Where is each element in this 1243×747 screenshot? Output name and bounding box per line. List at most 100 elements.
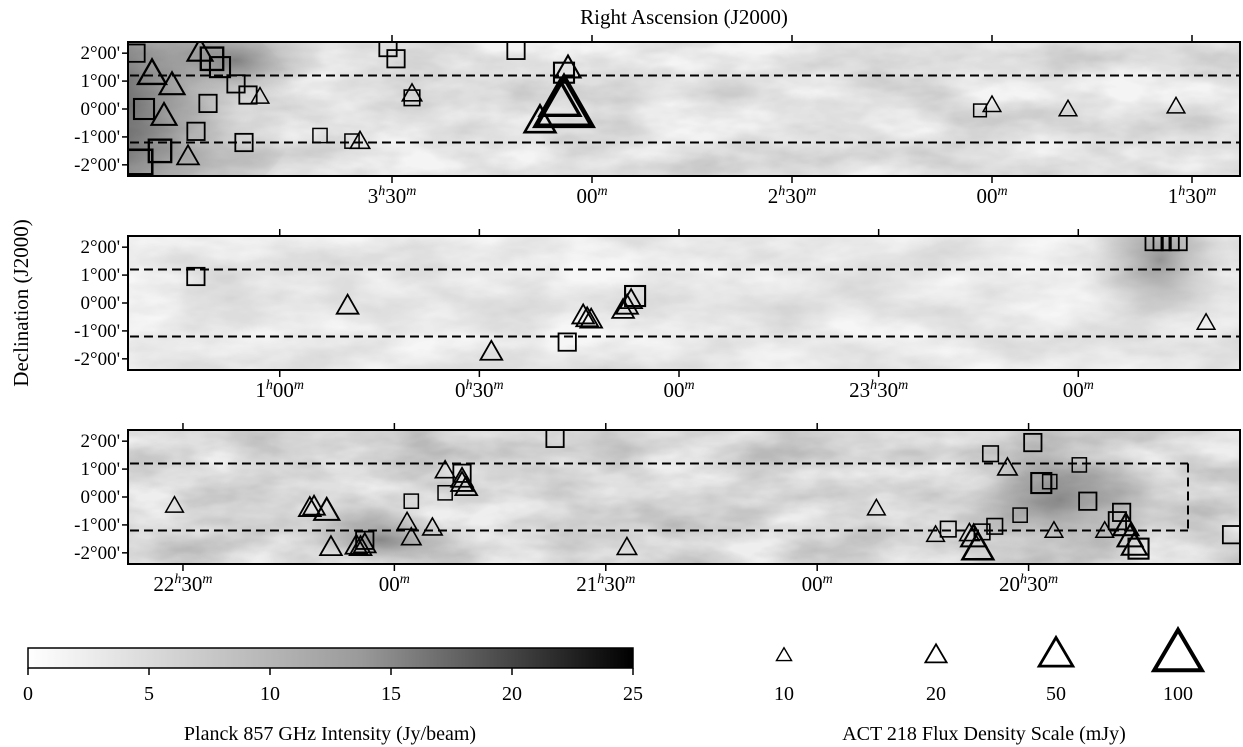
source-marker-triangle [960,529,996,561]
source-marker-triangle [1111,511,1141,537]
source-marker-square [1168,236,1188,252]
source-marker-square [208,56,232,79]
source-marker-square [1012,507,1028,523]
source-marker-square [234,132,254,153]
source-marker-triangle [1057,98,1079,117]
dec-tick-label: -1°00' [74,321,120,342]
size-scale-triangle [1036,634,1076,668]
dec-tick-label: 0°00' [80,99,120,120]
ra-tick-label: 20h30m [999,572,1058,596]
source-marker-square [1041,473,1058,490]
dec-tick-label: 0°00' [80,293,120,314]
source-marker-square [378,42,398,58]
source-marker-square [226,74,246,94]
source-marker-square [355,530,375,550]
source-marker-square [403,493,420,510]
source-marker-square [132,97,156,121]
colorbar-tick-label: 5 [144,683,154,705]
source-marker-triangle [249,86,271,104]
ra-tick-label: 00m [1063,378,1094,402]
source-marker-square [128,43,146,63]
colorbar-tick-label: 15 [381,683,401,705]
dec-tick-label: 0°00' [80,487,120,508]
colorbar-tick-label: 0 [23,683,33,705]
source-marker-triangle [453,474,479,497]
ra-tick-label: 1h00m [255,378,304,402]
source-marker-square [939,520,957,538]
colorbar-tick-label: 10 [260,683,280,705]
source-marker-square [199,46,225,72]
dec-tick-label: 1°00' [80,265,120,286]
source-marker-square [344,133,360,149]
ra-tick-label: 0h30m [455,378,504,402]
ra-tick-label: 22h30m [153,572,212,596]
size-scale-label: ACT 218 Flux Density Scale (mJy) [842,723,1126,745]
source-marker-triangle [149,100,179,126]
ra-tick-label: 1h30m [1168,184,1217,208]
source-marker-triangle [400,82,424,102]
panel-1-dust-map [128,42,1240,176]
ra-tick-label: 2h30m [768,184,817,208]
source-marker-triangle [312,495,342,521]
source-marker-square [1071,457,1088,473]
source-marker-square [552,61,576,84]
dec-tick-label: 2°00' [80,43,120,64]
source-marker-triangle [615,535,639,556]
size-scale-tick-label: 50 [1046,683,1066,705]
source-marker-triangle [1043,520,1065,538]
source-marker-triangle [135,57,169,86]
source-marker-square [981,445,1000,463]
dec-tick-label: -1°00' [74,515,120,536]
dec-tick-label: -2°00' [74,155,120,176]
ra-tick-label: 00m [802,572,833,596]
source-marker-triangle [981,94,1003,113]
source-marker-square [973,523,991,541]
panel-3: 2°00' 1°00' 0°00' -1°00' -2°00' 22h30m 00m 21h… [74,423,1241,596]
source-marker-square [186,121,206,141]
colorbar-ticks: 0 5 10 15 20 25 [23,668,643,705]
dec-tick-label: -1°00' [74,127,120,148]
source-marker-square [1221,525,1240,545]
source-marker-triangle [574,305,600,328]
ra-tick-label: 23h30m [849,378,908,402]
size-scale-tick-label: 10 [774,683,794,705]
source-marker-triangle [348,534,373,557]
colorbar-tick-label: 20 [502,683,522,705]
size-scale-triangle [923,642,949,664]
source-marker-square [312,127,328,144]
panel-2: 2°00' 1°00' 0°00' -1°00' -2°00' 1h00m 0h30m 00… [74,229,1241,402]
colorbar-gradient [27,647,634,669]
source-marker-triangle [352,531,378,554]
dec-tick-label: 2°00' [80,431,120,452]
source-marker-square [972,103,988,118]
figure-title: Right Ascension (J2000) [580,5,788,29]
ra-tick-label: 3h30m [368,184,417,208]
ra-tick-label: 00m [379,572,410,596]
size-scale-triangle [775,646,793,662]
colorbar-tick-label: 25 [623,683,643,705]
source-marker-square [186,266,206,287]
source-marker-triangle [335,292,361,315]
source-marker-square [506,42,526,60]
source-marker-square [1030,471,1053,495]
source-marker-triangle [395,510,419,531]
panel-2-dust-map [128,236,1240,370]
dec-tick-label: 1°00' [80,459,120,480]
source-marker-triangle [434,459,457,479]
source-marker-triangle [297,495,323,517]
source-marker-triangle [421,516,444,536]
source-marker-square [128,148,154,176]
dec-tick-label: 2°00' [80,237,120,258]
source-marker-square [545,430,565,448]
source-marker-square [624,284,647,308]
source-marker-triangle [866,497,887,516]
source-marker-triangle [478,338,504,361]
source-marker-square [557,332,577,352]
source-marker-triangle [400,526,423,546]
source-marker-square [238,85,258,105]
size-scale-tick-label: 100 [1163,683,1193,705]
panel-1-dec-ticks: 2°00' 1°00' 0°00' -1°00' -2°00' [74,43,128,176]
source-marker-square [403,89,421,107]
ra-tick-label: 21h30m [576,572,635,596]
